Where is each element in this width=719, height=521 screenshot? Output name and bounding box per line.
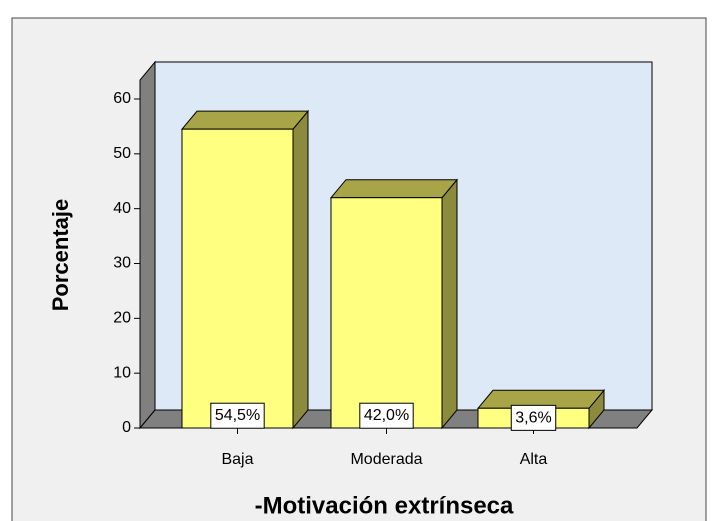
value-label: 54,5% — [215, 407, 260, 424]
y-tick-label: 0 — [122, 419, 131, 436]
bar — [181, 128, 294, 429]
y-tick-label: 50 — [113, 145, 131, 162]
y-axis-title: Porcentaje — [48, 199, 73, 312]
value-label-box — [510, 404, 557, 431]
value-label-box — [359, 402, 414, 429]
bar-top — [329, 179, 459, 199]
x-axis-title: -Motivación extrínseca — [255, 492, 514, 519]
bar — [330, 197, 443, 429]
x-tick-label: Alta — [520, 451, 548, 468]
value-label: 42,0% — [364, 407, 409, 424]
x-tick-label: Baja — [221, 451, 253, 468]
bar-top — [180, 110, 310, 130]
y-tick-label: 60 — [113, 90, 131, 107]
value-label-box — [210, 402, 265, 429]
value-label: 3,6% — [515, 409, 551, 426]
y-tick-label: 10 — [113, 364, 131, 381]
y-tick-label: 30 — [113, 255, 131, 272]
bar-side — [441, 178, 458, 430]
bar-side — [292, 109, 309, 430]
y-tick-label: 40 — [113, 200, 131, 217]
side-wall — [139, 60, 156, 430]
y-tick-label: 20 — [113, 310, 131, 327]
x-tick-label: Moderada — [350, 451, 422, 468]
